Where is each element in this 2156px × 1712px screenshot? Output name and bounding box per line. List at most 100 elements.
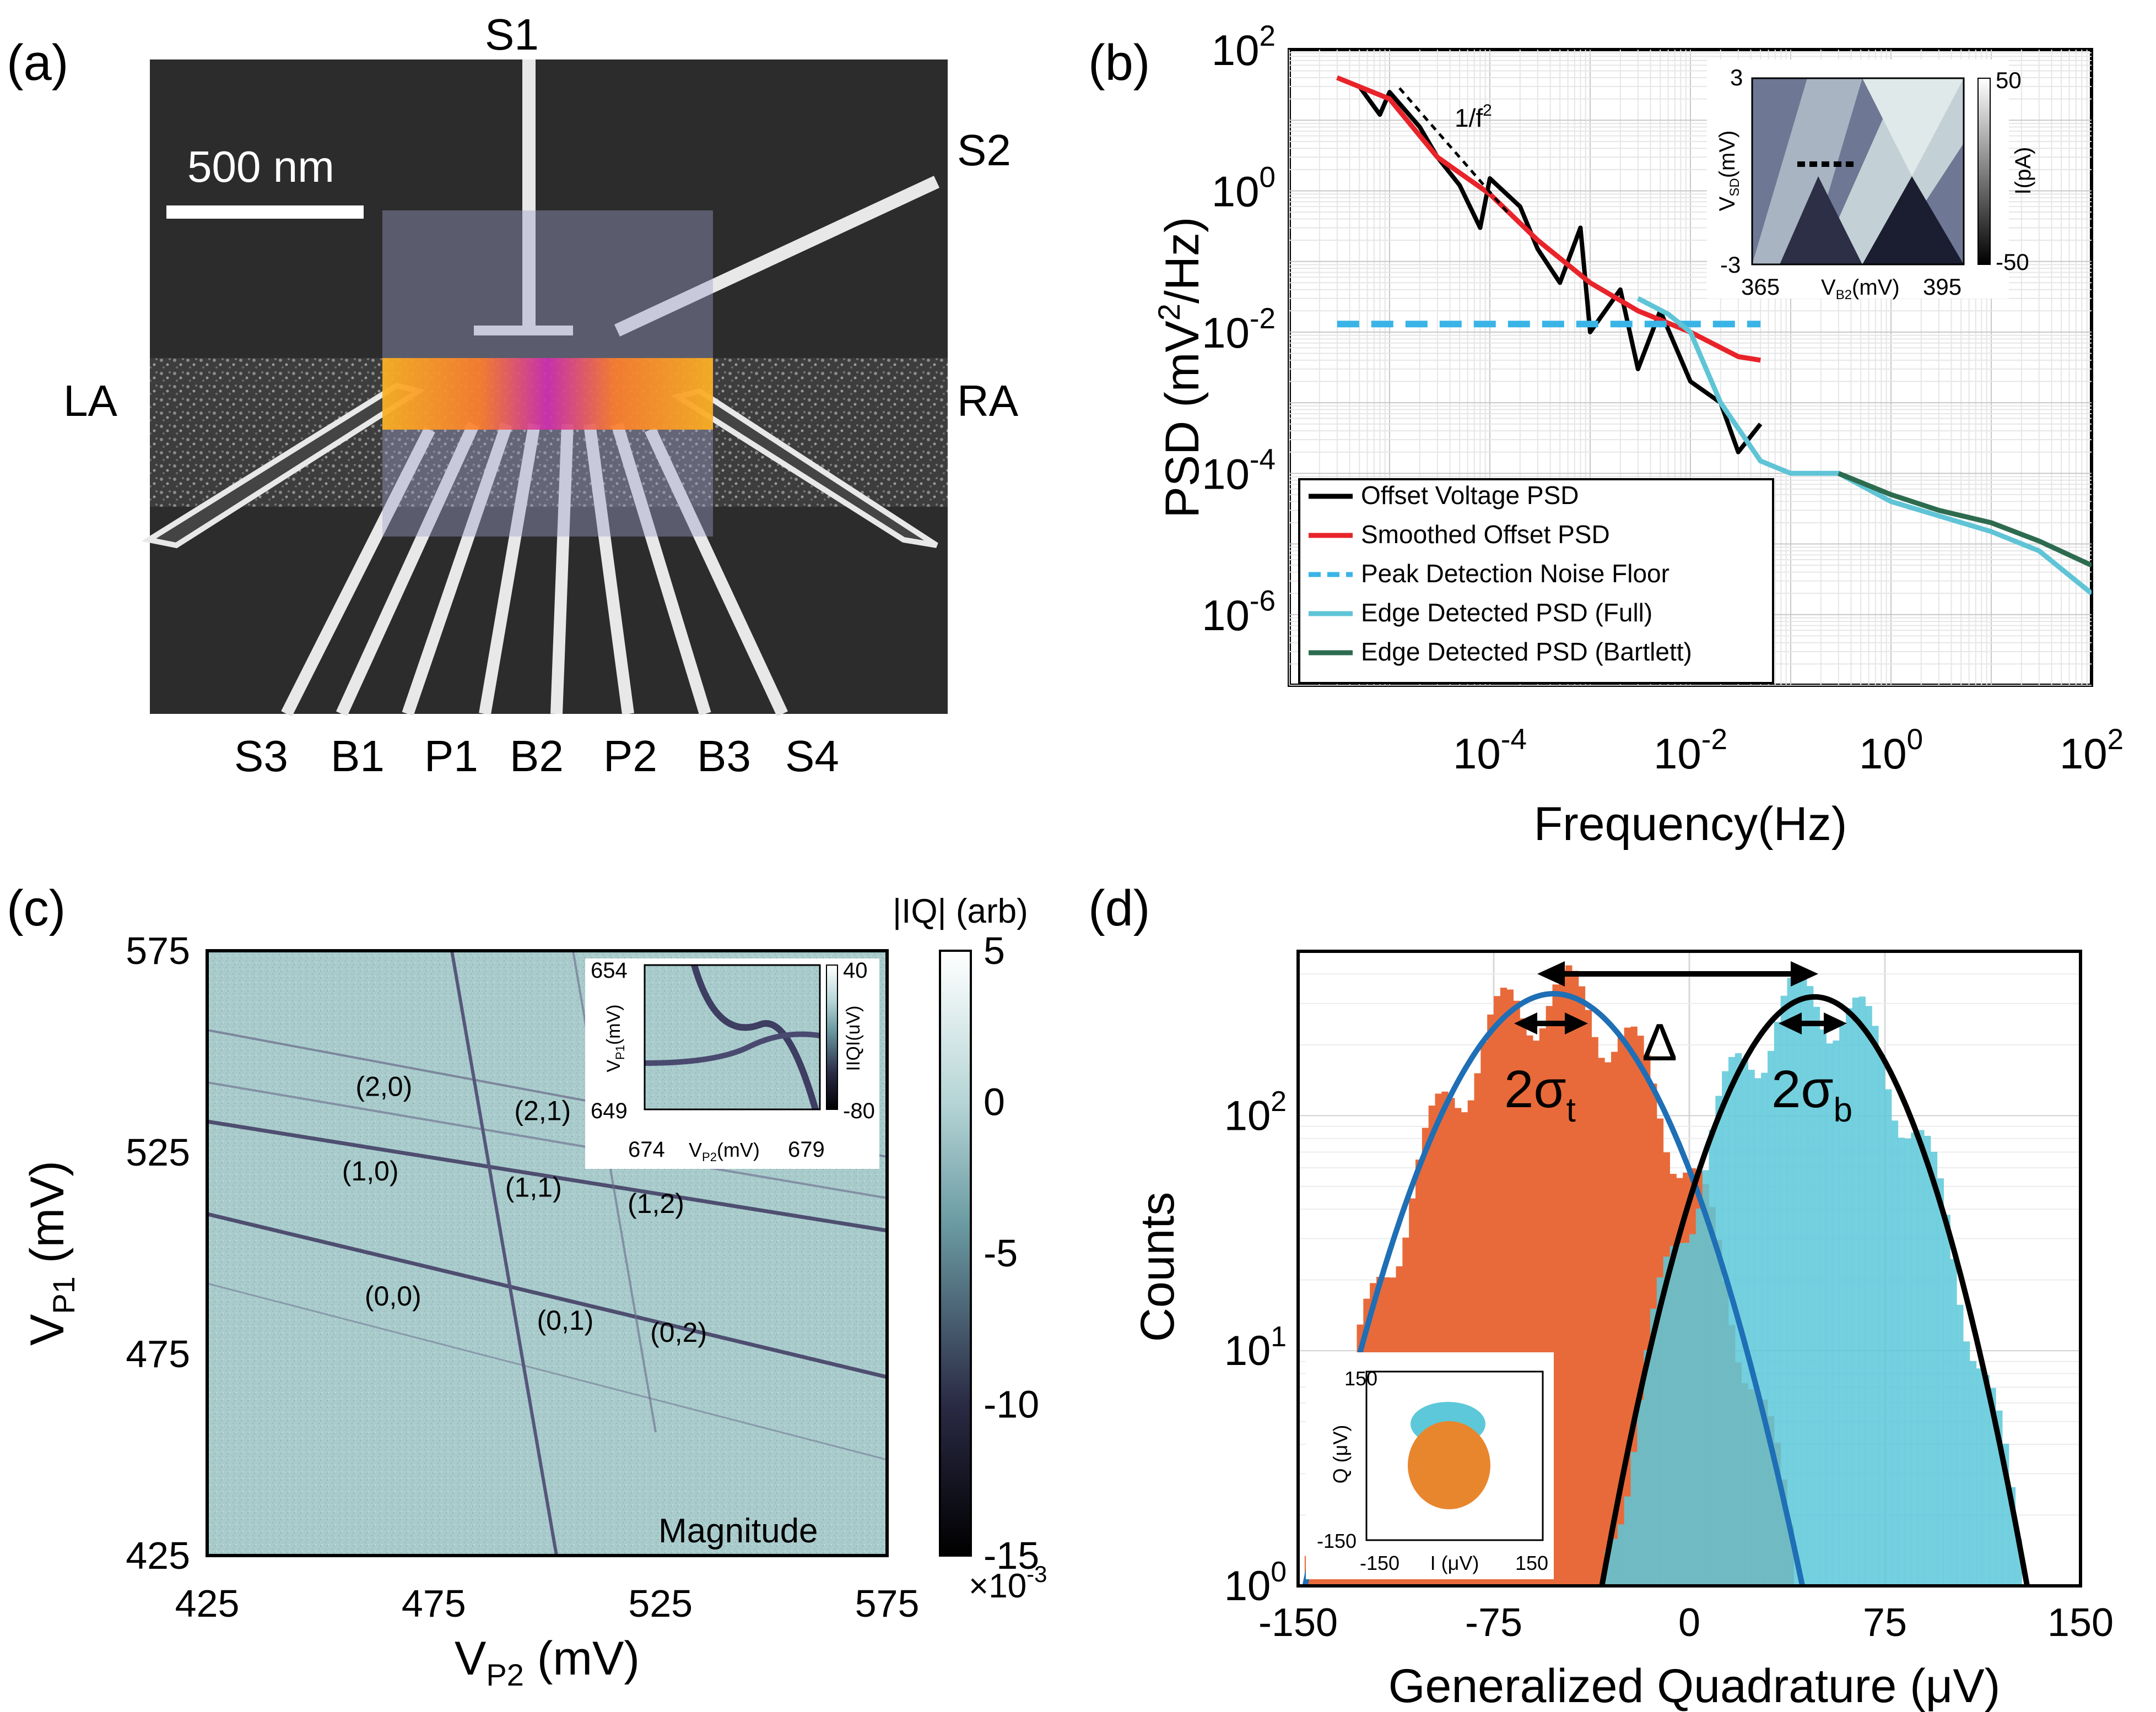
histogram-bar-b [1858, 996, 1866, 1586]
ytick-label: 102 [1212, 20, 1276, 74]
plot-d-ylabel: Counts [1131, 1192, 1184, 1342]
histogram-bar-b [1833, 1040, 1840, 1586]
histogram-bar-b [1644, 1350, 1651, 1586]
histogram-bar-b [1911, 1133, 1918, 1586]
xtick-label: 100 [1859, 723, 1923, 778]
xtick-label: 525 [628, 1582, 693, 1625]
inset-d-ytick-top: 150 [1344, 1367, 1377, 1390]
histogram-bar-t [1572, 971, 1579, 1586]
ytick-label: 101 [1224, 1320, 1287, 1374]
gaussian-fit-t [1302, 990, 1806, 1586]
sigma-t-label: 2σt [1504, 1060, 1576, 1129]
panel-c-label: (c) [7, 880, 66, 936]
histogram-bar-b [1872, 1026, 1879, 1586]
series-offset-voltage-psd [1336, 75, 1763, 454]
plot-c-frame [206, 949, 889, 1557]
xtick-label: 150 [2047, 1601, 2114, 1645]
ytick-label: 425 [126, 1534, 190, 1577]
histogram-bar-b [1728, 1057, 1736, 1586]
histogram-bar-b [1885, 1089, 1892, 1586]
xtick-label: -150 [1258, 1601, 1338, 1645]
histogram-bar-b [1917, 1130, 1925, 1586]
legend-label: Offset Voltage PSD [1361, 481, 1579, 510]
charge-state-label: (1,1) [505, 1172, 562, 1203]
histogram-bar-b [1976, 1368, 1983, 1586]
ytick-label: 525 [126, 1131, 190, 1174]
histogram-bar-b [1683, 1243, 1690, 1586]
inset-c-colorbar [826, 965, 838, 1110]
histogram-bar-b [1780, 995, 1787, 1586]
colorbar-tick-label: 5 [984, 929, 1005, 972]
histogram-bar-b [1656, 1277, 1664, 1586]
histogram-bar-t [1604, 1062, 1612, 1586]
inset-d-xtick-right: 150 [1515, 1552, 1548, 1574]
colorbar-c-title: |IQ| (arb) [893, 892, 1028, 930]
histogram-bar-t [1565, 965, 1573, 1586]
inset-d-xlabel: I (μV) [1430, 1552, 1479, 1574]
gate-ra: RA [957, 376, 1019, 425]
inset-d-xtick-left: -150 [1360, 1552, 1399, 1574]
ytick-label: 102 [1224, 1085, 1287, 1139]
histogram-bar-b [1663, 1256, 1670, 1586]
gaussian-fits [1302, 990, 2030, 1586]
xtick-label: 0 [1678, 1601, 1700, 1645]
plot-c-xlabel: VP2 (mV) [455, 1632, 640, 1692]
gate-s1: S1 [485, 10, 539, 59]
histogram-bar-t [1598, 1058, 1605, 1586]
inset-c-map [645, 965, 820, 1109]
charge-state-label: (2,1) [514, 1095, 571, 1126]
histogram-bar-b [1709, 1130, 1716, 1586]
xtick-label: 10-2 [1654, 723, 1727, 778]
gate-b2: B2 [510, 732, 564, 781]
histogram-bar-b [1689, 1234, 1696, 1586]
plot-b-inset: 3 -3 365 395 50 -50 VB2(mV) VSD(mV) I(pA… [1707, 59, 2035, 302]
panel-a-label: (a) [7, 35, 68, 91]
histogram-bar-b [1878, 1055, 1885, 1586]
ytick-label: 575 [126, 929, 190, 972]
panel-c: (c) (2,0)(2,1)(1,0)(1,1)(1,2)(0,0)(0,1)(… [7, 880, 1047, 1692]
histogram-bar-b [1969, 1361, 1977, 1586]
xtick-label: 75 [1863, 1601, 1907, 1645]
colorbar-tick-label: -10 [984, 1383, 1039, 1426]
legend-label: Smoothed Offset PSD [1361, 520, 1610, 549]
gaussian-fit-b [1599, 994, 2030, 1586]
histogram-bar-t [1617, 1037, 1625, 1586]
histogram-bar-b [1989, 1388, 1996, 1586]
histogram-bar-b [1793, 970, 1801, 1586]
legend-label: Edge Detected PSD (Bartlett) [1361, 637, 1692, 666]
charge-state-label: (1,2) [628, 1188, 684, 1219]
inset-b-xtick-right: 395 [1923, 274, 1962, 300]
series-smoothed-offset-psd [1336, 75, 1761, 363]
scale-bar-label: 500 nm [187, 142, 334, 191]
sigma-t-arrow [1514, 1012, 1588, 1034]
plot-c-ticks: 425 475 525 575 575 525 475 425 [126, 929, 919, 1625]
histogram-bar-b [1819, 1029, 1827, 1586]
gate-s3: S3 [234, 732, 288, 781]
histogram-bar-b [1611, 1538, 1618, 1586]
histogram-bar-b [1950, 1259, 1957, 1586]
histogram-bar-b [1982, 1375, 1990, 1586]
histogram-bar-b [1669, 1245, 1677, 1586]
inset-c-ylabel: VP1(mV) [603, 1004, 627, 1072]
histogram-bar-b [1852, 998, 1860, 1586]
xtick-label: -75 [1465, 1601, 1522, 1645]
legend-label: Peak Detection Noise Floor [1361, 559, 1669, 588]
histogram-bar-b [1937, 1178, 1944, 1586]
inset-b-ytick-top: 3 [1730, 64, 1743, 90]
inset-d-ytick-bottom: -150 [1317, 1530, 1357, 1552]
colorbar-c-ticks: 5 0 -5 -10 -15 [984, 929, 1039, 1577]
histogram-bar-b [1761, 1072, 1768, 1586]
one-over-f2-label: 1/f2 [1455, 101, 1492, 132]
legend-label: Edge Detected PSD (Full) [1361, 598, 1652, 627]
histogram-bar-b [1898, 1137, 1905, 1586]
charge-state-label: (1,0) [342, 1156, 399, 1187]
panel-b: (b) 10-4 10-2 100 102 10-6 10-4 10-2 100 102 1/f… [1088, 20, 2123, 850]
delta-arrow [1537, 961, 1818, 987]
ytick-label: 10-2 [1202, 302, 1276, 357]
inset-c-ytick-bottom: 649 [591, 1099, 628, 1123]
colorbar-c [939, 950, 972, 1557]
histogram-bar-t [1559, 970, 1566, 1586]
bottom-gate-labels: S3 B1 P1 B2 P2 B3 S4 [234, 732, 839, 781]
plot-d-frame [1296, 950, 2082, 1588]
